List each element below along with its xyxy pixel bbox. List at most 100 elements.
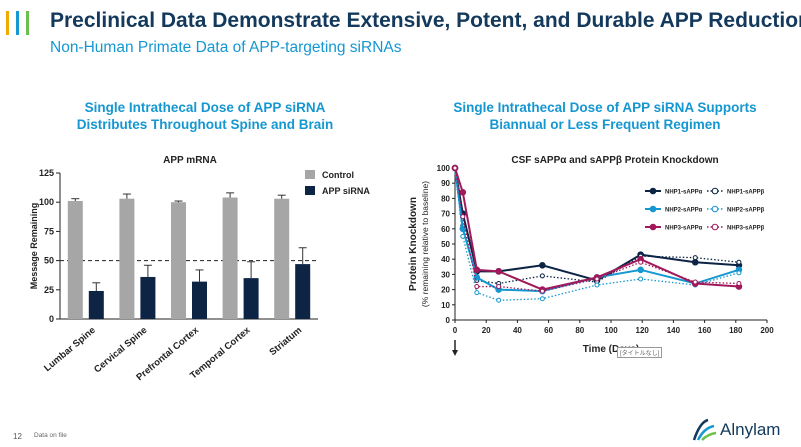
app-sirna-bar [88, 290, 104, 319]
line-chart-ytick-label: 80 [441, 194, 450, 203]
logo-text: Alnylam [720, 420, 781, 439]
series-point [594, 282, 600, 288]
series-point [473, 266, 481, 274]
alnylam-logo-icon [692, 418, 717, 441]
legend-marker [649, 205, 657, 213]
untitled-tag: [タイトルなし] [617, 347, 663, 358]
legend-label: NHP2-sAPPα [665, 208, 703, 214]
control-bar [222, 197, 238, 319]
series-point [638, 259, 644, 265]
control-bar [171, 202, 186, 319]
bar-chart-ytick-label: 125 [39, 168, 54, 178]
series-point [460, 214, 466, 220]
line-chart-ytick-label: 30 [441, 270, 450, 279]
series-point [474, 284, 480, 290]
left-section-heading: Single Intrathecal Dose of APP siRNA Dis… [40, 99, 370, 133]
right-heading-line1: Single Intrathecal Dose of APP siRNA Sup… [453, 100, 757, 115]
line-chart-ylabel-line1: Protein Knockdown [408, 197, 419, 291]
line-chart-xtick-label: 20 [482, 326, 491, 335]
page-number: 12 [13, 432, 22, 441]
legend-label: NHP1-sAPPβ [727, 190, 765, 196]
series-point [496, 297, 502, 303]
bar-chart-ytick-label: 75 [44, 226, 54, 236]
series-point [736, 259, 742, 265]
line-chart-ytick-label: 100 [437, 164, 451, 173]
series-point [638, 276, 644, 282]
bar-chart-ylabel: Message Remaining [29, 203, 39, 290]
legend-label: NHP3-sAPPα [665, 226, 703, 232]
series-point [736, 270, 742, 276]
line-chart-xtick-label: 100 [604, 326, 618, 335]
page-title: Preclinical Data Demonstrate Extensive, … [50, 9, 801, 32]
dose-arrow-head-icon [452, 350, 458, 356]
app-mrna-bar-chart: APP mRNA Message Remaining 0 25 50 75 100 125 Lu… [29, 155, 370, 383]
legend-label: NHP2-sAPPβ [727, 208, 765, 214]
series-point [496, 284, 502, 290]
line-chart-ytick-label: 90 [441, 179, 450, 188]
line-chart-xtick-label: 60 [544, 326, 553, 335]
control-bar [67, 201, 83, 319]
bar-chart-ytick-label: 25 [44, 285, 54, 295]
legend-marker [711, 187, 719, 195]
legend-marker [711, 205, 719, 213]
bar-chart-legend-label: Control [322, 170, 354, 180]
series-point [539, 261, 546, 269]
control-bar [119, 198, 135, 319]
left-heading-line2: Distributes Throughout Spine and Brain [76, 117, 334, 132]
legend-swatch-control [305, 170, 315, 179]
series-point [459, 189, 467, 196]
left-heading-line1: Single Intrathecal Dose of APP siRNA [84, 100, 326, 115]
bar-chart-category-label: Lumbar Spine [42, 325, 98, 374]
series-point [691, 258, 699, 266]
legend-marker [649, 223, 657, 231]
line-chart-ytick-label: 10 [441, 301, 450, 310]
series-point [539, 273, 545, 279]
bar-chart-ytick-label: 50 [44, 256, 54, 266]
series-point [736, 281, 742, 287]
footnote: Data on file [34, 432, 67, 439]
series-point [539, 296, 545, 302]
line-chart-ytick-label: 0 [446, 316, 451, 325]
bar-chart-title: APP mRNA [163, 155, 217, 166]
line-chart-ytick-label: 50 [441, 240, 450, 249]
line-chart-xtick-label: 120 [636, 326, 650, 335]
app-sirna-bar [140, 276, 156, 319]
series-point [452, 165, 458, 171]
line-chart-ytick-label: 60 [441, 225, 450, 234]
series-point [474, 290, 480, 296]
series-point [539, 288, 545, 294]
series-point [692, 279, 698, 285]
legend-label: NHP1-sAPPα [665, 190, 703, 196]
line-chart-xlabel: Time (Days) [583, 344, 640, 355]
line-chart-xtick-label: 160 [698, 326, 712, 335]
bar-chart-category-label: Striatum [268, 325, 305, 358]
page-subtitle: Non-Human Primate Data of APP-targeting … [50, 39, 402, 56]
control-bar [274, 198, 290, 319]
app-sirna-bar [243, 278, 259, 319]
series-point [495, 268, 502, 275]
series-point [692, 255, 698, 261]
line-chart-xtick-label: 180 [729, 326, 743, 335]
series-point [637, 266, 644, 274]
line-chart-xtick-label: 0 [453, 326, 458, 335]
app-sirna-bar [295, 264, 311, 319]
line-chart-ytick-label: 20 [441, 286, 450, 295]
right-heading-line2: Biannual or Less Frequent Regimen [489, 117, 721, 132]
right-section-heading: Single Intrathecal Dose of APP siRNA Sup… [420, 99, 790, 133]
title-accent-bars [6, 11, 29, 35]
line-chart-xtick-label: 140 [667, 326, 681, 335]
app-sirna-bar [192, 281, 207, 319]
legend-swatch-app-sirna [305, 186, 315, 195]
legend-marker [649, 187, 657, 195]
line-chart-title: CSF sAPPα and sAPPβ Protein Knockdown [511, 155, 718, 166]
bar-chart-ytick-label: 0 [49, 314, 54, 324]
series-point [594, 276, 600, 282]
protein-knockdown-line-chart: CSF sAPPα and sAPPβ Protein Knockdown Pro… [408, 155, 774, 356]
alnylam-logo: Alnylam [690, 418, 800, 442]
line-chart-ytick-label: 70 [441, 210, 450, 219]
line-chart-xtick-label: 200 [760, 326, 774, 335]
line-chart-ylabel-line2: (% remaining relative to baseline) [420, 181, 430, 307]
series-point [460, 233, 466, 239]
bar-chart-ytick-label: 100 [39, 197, 54, 207]
legend-label: NHP3-sAPPβ [727, 226, 765, 232]
